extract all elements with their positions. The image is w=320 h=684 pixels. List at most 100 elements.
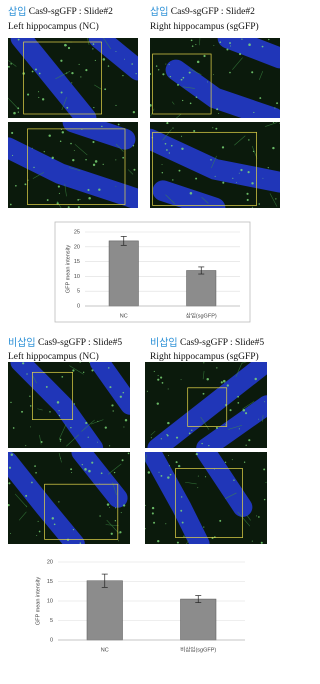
micrograph: [145, 452, 267, 544]
cell: [13, 111, 16, 115]
cell: [70, 426, 72, 429]
error-bar: [198, 266, 205, 275]
cell: [202, 392, 205, 395]
cell: [180, 379, 182, 381]
cell: [108, 506, 110, 508]
fiber: [32, 172, 45, 179]
fiber: [246, 515, 251, 521]
cell: [177, 83, 179, 86]
fiber: [32, 375, 37, 384]
cell: [34, 465, 36, 467]
cell: [158, 69, 160, 71]
cell: [180, 78, 183, 81]
cell: [246, 198, 249, 201]
fiber: [228, 424, 243, 430]
cell: [218, 112, 220, 114]
cell: [251, 540, 253, 542]
cell: [25, 445, 27, 447]
cell: [181, 496, 183, 498]
cell: [181, 521, 184, 524]
fiber: [241, 362, 247, 364]
cell: [58, 192, 60, 194]
cell: [110, 532, 113, 535]
slide: Cas9-sgGFP : Slide#2: [171, 7, 255, 17]
cell: [100, 472, 103, 475]
y-tick-label: 10: [47, 598, 53, 604]
cell: [115, 159, 117, 161]
cell: [188, 432, 191, 435]
cell: [92, 140, 95, 144]
cell: [212, 127, 214, 129]
cell: [84, 468, 87, 471]
fiber: [258, 71, 264, 80]
fiber: [8, 97, 19, 109]
fiber: [185, 539, 190, 544]
fiber: [58, 452, 62, 463]
cell: [131, 63, 133, 65]
nuclear-band: [62, 122, 136, 150]
cell: [216, 367, 218, 369]
cell: [258, 516, 260, 518]
cell: [122, 391, 125, 394]
cell: [53, 523, 56, 526]
cell: [219, 519, 222, 522]
cell: [157, 540, 160, 543]
chart-frame: [54, 221, 251, 323]
cell: [166, 149, 168, 151]
cell: [51, 156, 54, 160]
cell: [88, 469, 91, 473]
cell: [82, 371, 85, 373]
cell: [162, 73, 165, 76]
fiber: [165, 194, 175, 204]
nuclear-band: [88, 38, 138, 81]
y-axis-label: GFP mean intensity: [35, 577, 41, 625]
cell: [12, 154, 14, 157]
cell: [121, 459, 124, 462]
fiber: [189, 68, 202, 75]
micrograph: [8, 452, 130, 544]
cell: [60, 59, 63, 62]
cell: [207, 81, 209, 83]
fiber: [74, 144, 88, 156]
fiber: [115, 185, 117, 187]
cell: [191, 429, 193, 431]
cell: [70, 142, 72, 145]
panel-header: 비삽입 Cas9-sgGFP : Slide#5: [8, 336, 122, 349]
cell: [8, 482, 11, 485]
cell: [81, 464, 83, 466]
cell: [73, 150, 75, 151]
cell: [221, 146, 225, 149]
fiber: [68, 167, 81, 172]
cell: [153, 521, 156, 524]
cell: [71, 472, 73, 474]
cell: [94, 160, 98, 163]
cell: [203, 526, 205, 528]
cell: [36, 535, 38, 536]
panel-header: 삽입 Cas9-sgGFP : Slide#2: [8, 5, 113, 18]
cell: [135, 73, 137, 75]
cell: [232, 177, 234, 179]
y-tick-label: 10: [74, 274, 80, 280]
roi-box: [27, 128, 126, 205]
cell: [11, 131, 14, 134]
fiber: [201, 196, 209, 204]
cell: [146, 390, 148, 392]
cell: [97, 441, 98, 443]
cell: [73, 403, 76, 405]
cell: [87, 436, 89, 438]
cell: [132, 110, 136, 114]
cell: [263, 498, 266, 501]
cell: [104, 88, 107, 91]
cell: [247, 171, 250, 174]
cell: [29, 405, 32, 407]
cell: [58, 410, 60, 412]
roi-box: [32, 371, 74, 420]
cell: [27, 93, 30, 96]
cell: [77, 199, 80, 201]
cell: [183, 535, 185, 537]
cell: [67, 46, 71, 50]
cell: [106, 503, 110, 506]
fiber: [182, 86, 195, 89]
cell: [122, 75, 124, 77]
cell: [92, 43, 95, 45]
